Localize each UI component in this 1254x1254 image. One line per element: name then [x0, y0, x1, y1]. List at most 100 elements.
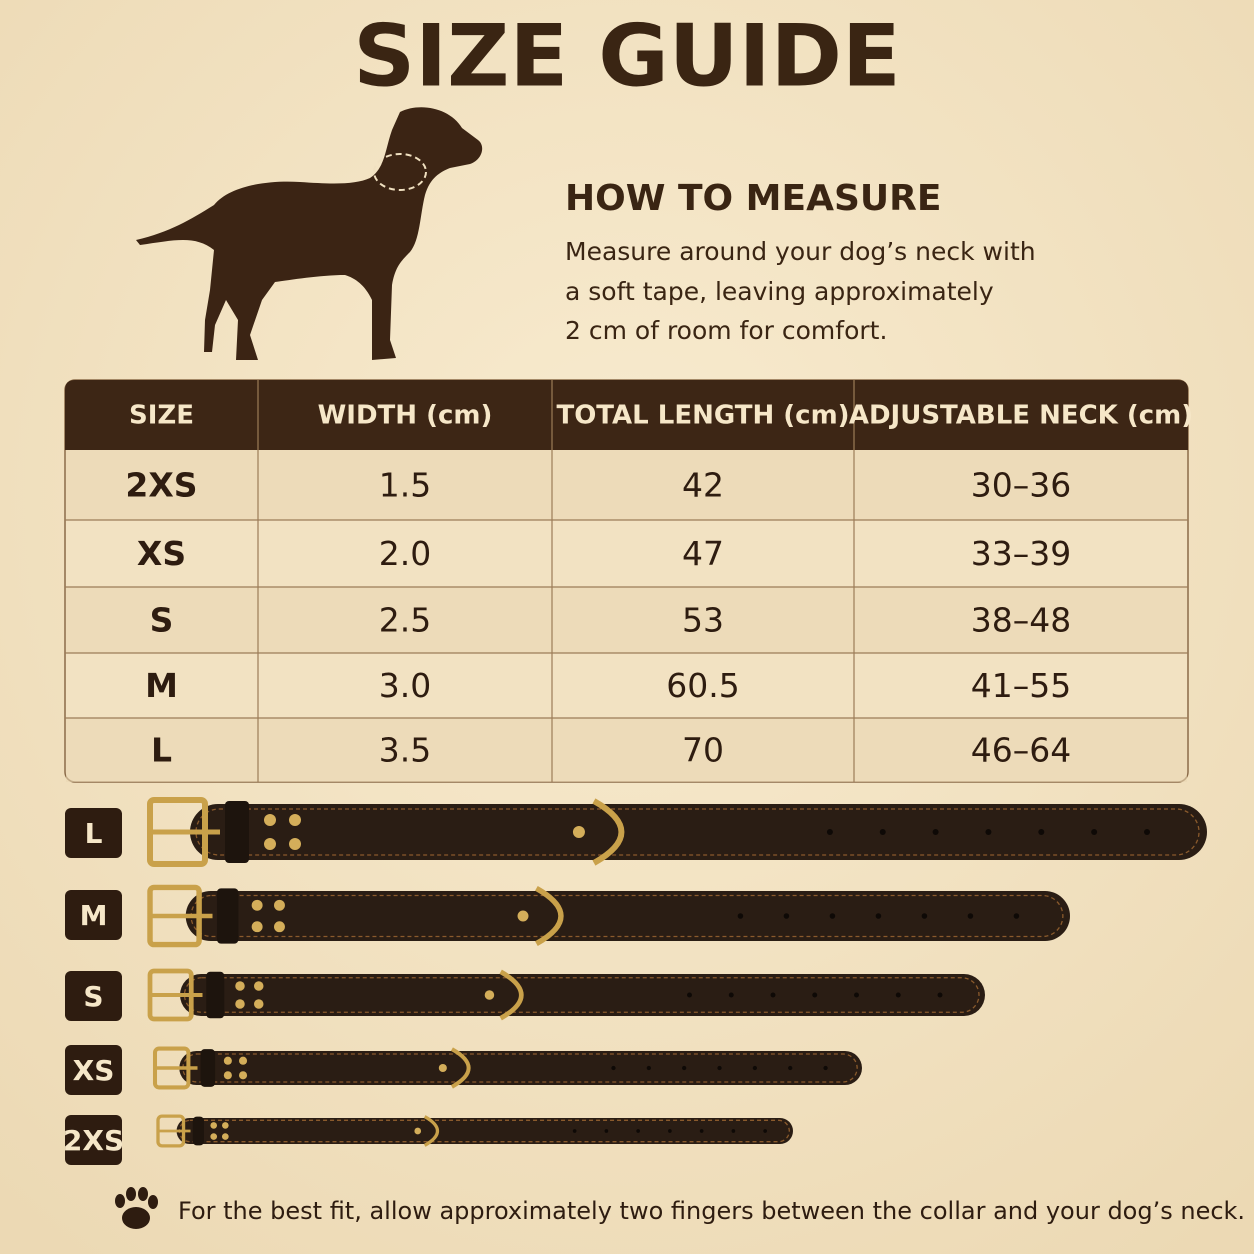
size-badge-label: L [85, 817, 103, 850]
size-badge [65, 1115, 122, 1165]
hole [829, 913, 836, 919]
hole [788, 1065, 793, 1071]
keeper [206, 971, 225, 1019]
rivet [223, 1071, 232, 1080]
hole [1013, 913, 1020, 919]
collar-stitch [182, 1053, 858, 1083]
measure-text: a soft tape, leaving approximately [565, 277, 994, 306]
table-cell: 41–55 [971, 666, 1071, 705]
rivet [289, 814, 301, 826]
header-cell: ADJUSTABLE NECK (cm) [849, 401, 1193, 431]
measure-text: 2 cm of room for comfort. [565, 316, 887, 345]
table-cell: 1.5 [379, 466, 431, 505]
hole [937, 992, 943, 998]
d-ring [450, 1047, 471, 1089]
hole [932, 829, 939, 835]
hole [875, 913, 882, 919]
hole [1144, 829, 1150, 835]
hole [783, 913, 790, 919]
table-cell: 42 [682, 466, 724, 505]
hole [699, 1129, 704, 1133]
collar-strap [190, 804, 1207, 860]
table-cell: 2.0 [379, 534, 431, 573]
hole [770, 992, 776, 998]
collar-strap [185, 891, 1070, 941]
keeper [192, 1116, 204, 1146]
d-ring [423, 1115, 440, 1147]
table-header [65, 380, 1188, 450]
rivet [254, 999, 264, 1009]
hole [682, 1065, 687, 1071]
table-cell: 46–64 [971, 731, 1071, 770]
table-cell: 60.5 [666, 666, 739, 705]
rivet [274, 921, 285, 933]
rivet [251, 899, 263, 911]
rivet [264, 838, 276, 850]
hole [823, 1065, 828, 1071]
keeper [200, 1049, 216, 1087]
hole [879, 829, 886, 835]
hole [731, 1129, 736, 1133]
rivet [264, 814, 276, 826]
header-cell: WIDTH (cm) [318, 401, 493, 431]
d-ring [499, 969, 524, 1021]
size-badge-label: 2XS [63, 1124, 124, 1157]
rivet [235, 999, 245, 1009]
hole [636, 1129, 640, 1133]
size-table: SIZE WIDTH (cm) TOTAL LENGTH (cm) ADJUSTABL… [64, 379, 1193, 783]
collar-strap [180, 974, 985, 1016]
hole [1038, 829, 1045, 835]
rivet [274, 899, 285, 911]
table-cell: S [150, 601, 174, 640]
table-cell: XS [137, 534, 186, 573]
hole [985, 829, 992, 835]
table-cell: 3.0 [379, 666, 431, 705]
hole [728, 992, 734, 998]
header-cell: SIZE [129, 401, 194, 431]
rivet [254, 981, 264, 991]
row-shade [66, 718, 1187, 782]
table-cell: 33–39 [971, 534, 1071, 573]
rivet [210, 1122, 218, 1129]
hole [812, 992, 818, 998]
table-cell: 53 [682, 601, 724, 640]
rivet [222, 1133, 229, 1140]
table-cell: M [145, 666, 178, 705]
size-badge [65, 890, 122, 940]
hole [668, 1129, 672, 1133]
size-badge-label: S [83, 980, 103, 1013]
row-shade [66, 587, 1187, 653]
rivet [517, 910, 529, 922]
rivet [484, 990, 495, 1000]
rivet [210, 1133, 218, 1140]
d-ring [535, 885, 564, 947]
hole [752, 1065, 758, 1071]
title: SIZE GUIDE [353, 6, 901, 106]
hole [921, 913, 928, 919]
size-badge [65, 1045, 122, 1095]
size-badge-label: XS [73, 1054, 115, 1087]
collar-strap [176, 1118, 794, 1144]
hole [646, 1065, 651, 1071]
collars: L M S XS 2XS [63, 797, 1207, 1165]
collar-stitch [183, 977, 980, 1013]
rivet [572, 826, 585, 838]
size-badge-label: M [80, 899, 108, 932]
table-cell: 2.5 [379, 601, 431, 640]
hole [737, 913, 744, 919]
table-cell: 47 [682, 534, 724, 573]
collar-strap [179, 1051, 863, 1085]
hole [826, 829, 833, 835]
collar-stitch [195, 808, 1200, 856]
hole [1091, 829, 1098, 835]
rivet [239, 1071, 248, 1080]
dog-silhouette [136, 107, 483, 360]
measure-heading: HOW TO MEASURE [565, 178, 941, 219]
table-cell: L [151, 731, 172, 770]
rivet [438, 1063, 447, 1073]
keeper [225, 801, 249, 863]
table-cell: 38–48 [971, 601, 1071, 640]
table-cell: 3.5 [379, 731, 431, 770]
